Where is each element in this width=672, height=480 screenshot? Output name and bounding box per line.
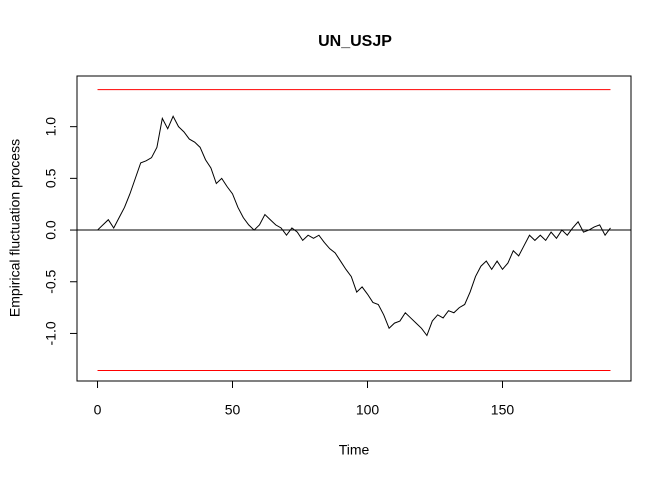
process-line: [97, 115, 611, 337]
x-tick-label: 150: [491, 402, 515, 418]
y-axis-label: Empirical fluctuation process: [7, 139, 23, 317]
x-tick-label: 100: [356, 402, 380, 418]
y-tick-label: 0.5: [43, 168, 59, 188]
x-tick-label: 0: [94, 402, 102, 418]
x-tick-label: 50: [225, 402, 241, 418]
chart-title: UN_USJP: [318, 33, 392, 50]
y-tick-label: -0.5: [43, 269, 59, 293]
plot-box: [76, 75, 632, 382]
x-axis-label: Time: [339, 442, 370, 458]
y-tick-label: 1.0: [43, 117, 59, 137]
y-tick-label: -1.0: [43, 321, 59, 345]
y-tick-label: 0.0: [43, 220, 59, 240]
